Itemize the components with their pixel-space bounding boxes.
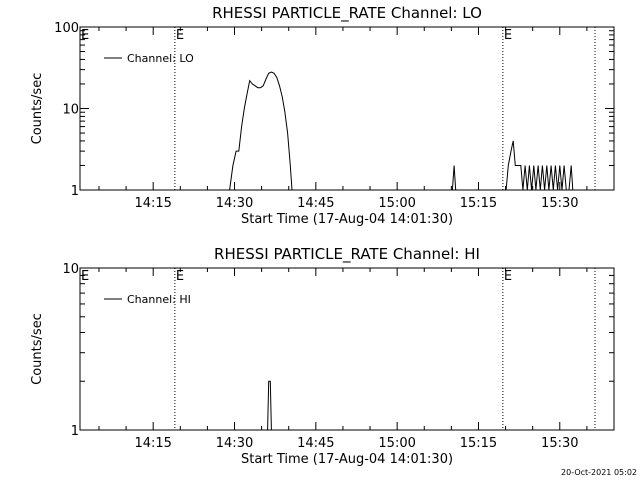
y-tick-label: 10 bbox=[62, 262, 79, 277]
start-marker-label: E bbox=[81, 28, 89, 43]
x-axis-label: Start Time (17-Aug-04 14:01:30) bbox=[241, 212, 453, 227]
footer-timestamp: 20-Oct-2021 05:02 bbox=[561, 468, 637, 477]
legend-label: Channel: LO bbox=[127, 52, 194, 65]
y-tick-label: 1 bbox=[71, 184, 79, 199]
start-marker-label: E bbox=[81, 269, 89, 284]
plot-frame bbox=[79, 267, 615, 431]
time-marker-label: E bbox=[504, 28, 512, 43]
x-axis-label: Start Time (17-Aug-04 14:01:30) bbox=[241, 452, 453, 467]
x-tick-label: 15:00 bbox=[378, 436, 415, 451]
chart-panel-2: RHESSI PARTICLE_RATE Channel: HI 1 10 14:15… bbox=[30, 245, 615, 467]
x-tick-label: 14:45 bbox=[297, 196, 334, 211]
legend-label: Channel: HI bbox=[127, 293, 191, 306]
y-axis-label: Counts/sec bbox=[30, 73, 45, 145]
series-line-segment bbox=[505, 140, 574, 191]
x-tick-label: 14:30 bbox=[216, 196, 253, 211]
x-tick-label: 14:45 bbox=[297, 436, 334, 451]
series-line-segment bbox=[451, 165, 457, 191]
y-axis-label: Counts/sec bbox=[30, 313, 45, 385]
y-tick-label: 100 bbox=[54, 21, 79, 36]
x-tick-label: 15:15 bbox=[460, 196, 497, 211]
x-tick-label: 15:00 bbox=[378, 196, 415, 211]
x-tick-label: 15:15 bbox=[460, 436, 497, 451]
x-tick-label: 15:30 bbox=[541, 436, 578, 451]
y-tick-label: 10 bbox=[62, 103, 79, 118]
x-tick-label: 15:30 bbox=[541, 196, 578, 211]
x-tick-label: 14:15 bbox=[134, 196, 171, 211]
chart-panel-1: RHESSI PARTICLE_RATE Channel: LO 1 10 100 14… bbox=[30, 4, 615, 227]
x-tick-label: 14:30 bbox=[216, 436, 253, 451]
chart-title: RHESSI PARTICLE_RATE Channel: LO bbox=[212, 4, 482, 23]
y-tick-label: 1 bbox=[71, 424, 79, 439]
series-line-segment bbox=[267, 380, 272, 431]
time-marker-label: E bbox=[176, 28, 184, 43]
time-marker-label: E bbox=[504, 269, 512, 284]
series-line-segment bbox=[229, 71, 293, 191]
chart-title: RHESSI PARTICLE_RATE Channel: HI bbox=[214, 245, 480, 264]
x-tick-label: 14:15 bbox=[134, 436, 171, 451]
time-marker-label: E bbox=[176, 269, 184, 284]
